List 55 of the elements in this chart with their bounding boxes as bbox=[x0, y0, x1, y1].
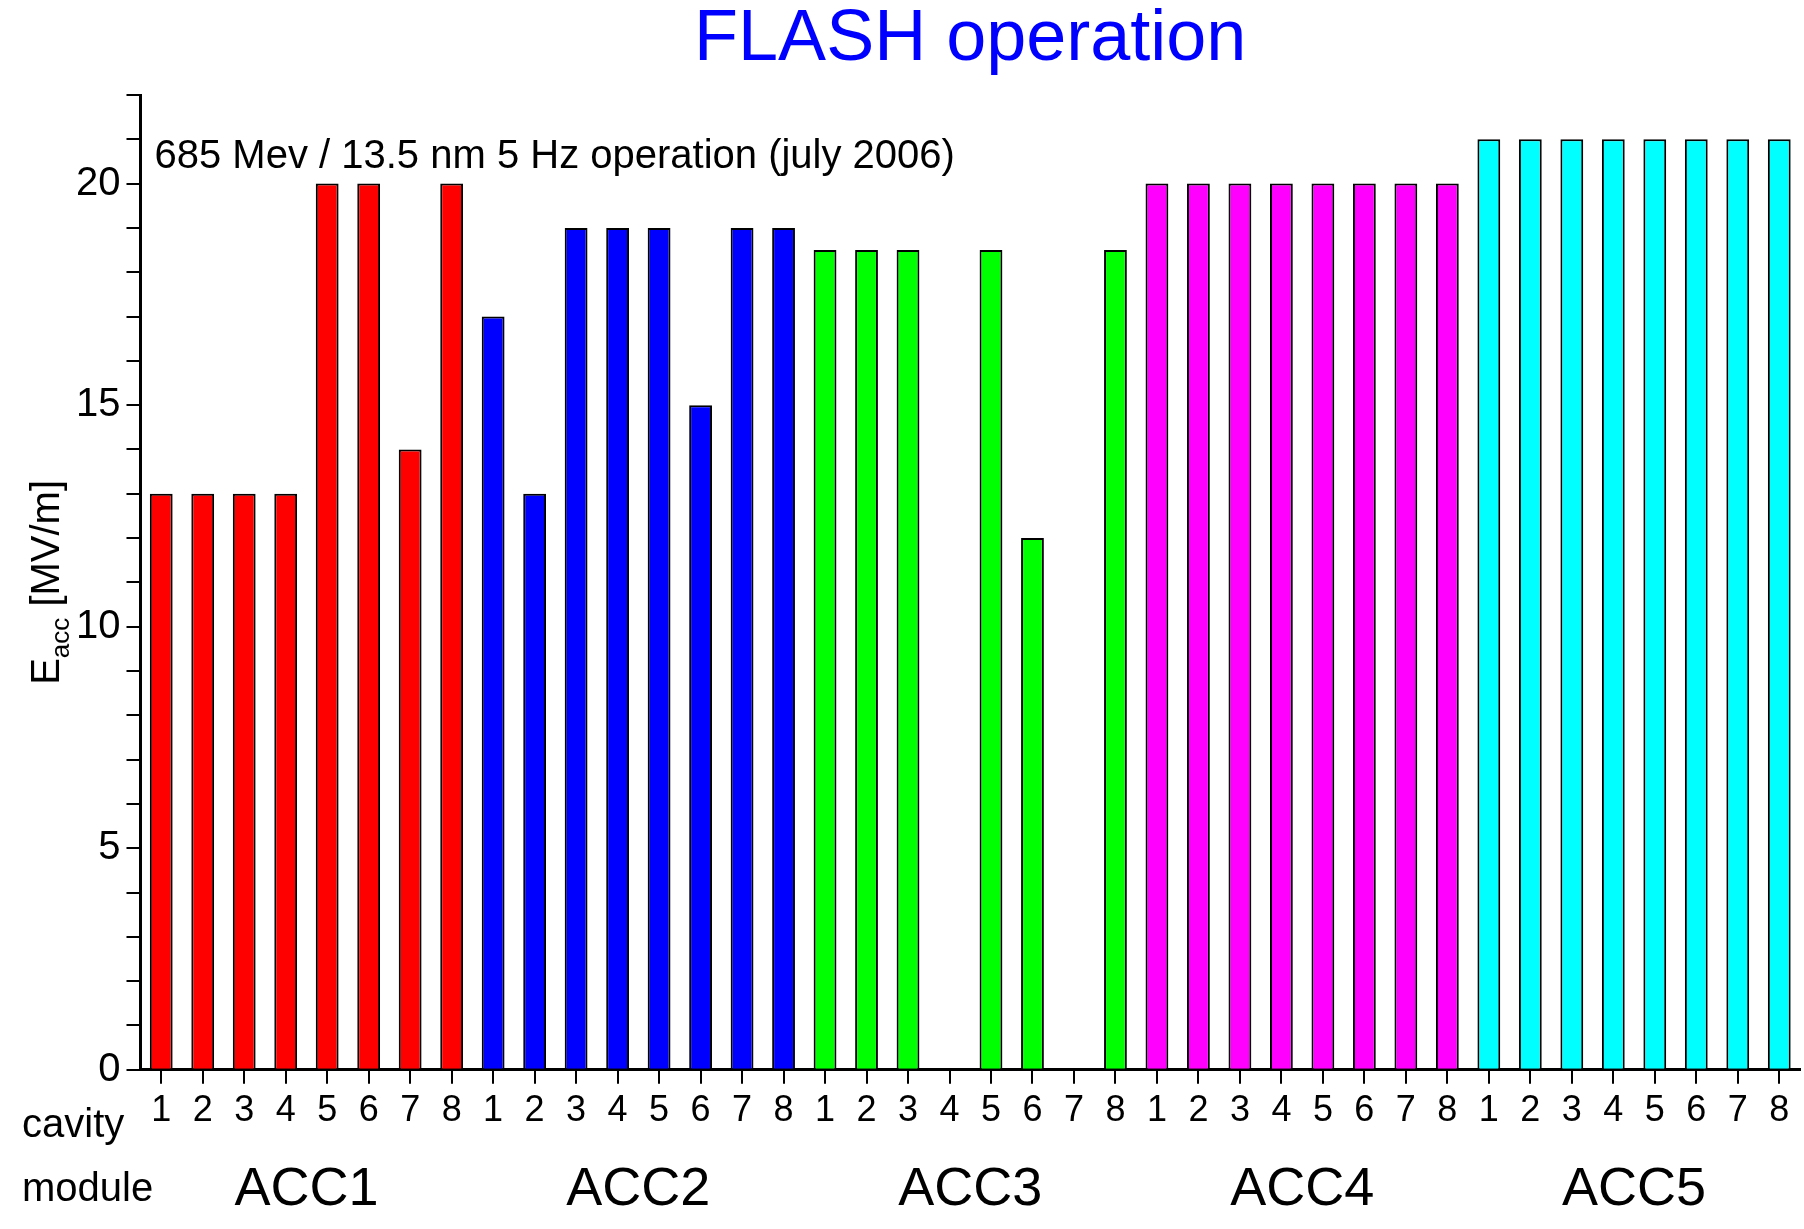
x-tick-label: 5 bbox=[317, 1088, 338, 1130]
y-tick-label: 15 bbox=[75, 380, 121, 425]
x-tick-label: 6 bbox=[358, 1088, 379, 1130]
x-tick-label: 5 bbox=[1644, 1088, 1665, 1130]
x-tick-label: 5 bbox=[980, 1088, 1002, 1130]
y-tick-label: 10 bbox=[75, 601, 121, 646]
text: ACC1 bbox=[234, 1155, 379, 1216]
x-tick-label: 1 bbox=[1478, 1088, 1499, 1130]
x-tick-label: 3 bbox=[898, 1088, 919, 1130]
x-tick-label: 7 bbox=[732, 1088, 753, 1130]
x-tick-label: 5 bbox=[1312, 1088, 1333, 1130]
y-tick-label: 20 bbox=[75, 158, 121, 203]
text: cavity bbox=[22, 1100, 125, 1145]
chart-title: FLASH operation bbox=[694, 0, 1247, 75]
x-tick-label: 6 bbox=[1686, 1088, 1707, 1130]
annotation: 685 Mev / 13.5 nm 5 Hz operation (july 2006) bbox=[154, 132, 955, 177]
x-tick-label: 6 bbox=[1022, 1088, 1043, 1130]
x-tick-label: 2 bbox=[1188, 1088, 1209, 1130]
x-tick-label: 7 bbox=[1727, 1088, 1748, 1130]
x-tick-label: 3 bbox=[566, 1088, 587, 1130]
x-tick-label: 3 bbox=[1229, 1088, 1250, 1130]
x-tick-label: 8 bbox=[1769, 1088, 1790, 1130]
x-tick-label: 2 bbox=[524, 1088, 545, 1130]
x-tick-label: 4 bbox=[607, 1088, 628, 1130]
x-tick-label: 1 bbox=[815, 1088, 836, 1130]
y-tick-label: 5 bbox=[98, 823, 121, 868]
x-tick-label: 2 bbox=[856, 1088, 877, 1130]
x-tick-label: 7 bbox=[400, 1088, 421, 1130]
x-tick-label: 4 bbox=[1603, 1088, 1624, 1130]
x-tick-label: 2 bbox=[1520, 1088, 1541, 1130]
x-tick-label: 8 bbox=[1105, 1088, 1126, 1130]
text: ACC5 bbox=[1562, 1155, 1707, 1216]
x-tick-label: 7 bbox=[1063, 1088, 1084, 1130]
x-tick-label: 3 bbox=[234, 1088, 255, 1130]
x-tick-label: 1 bbox=[151, 1088, 172, 1130]
text: ACC4 bbox=[1230, 1155, 1375, 1216]
x-tick-label: 8 bbox=[1437, 1088, 1458, 1130]
x-tick-label: 6 bbox=[690, 1088, 711, 1130]
text: module bbox=[22, 1164, 154, 1209]
x-tick-label: 5 bbox=[649, 1088, 670, 1130]
x-tick-label: 8 bbox=[441, 1088, 462, 1130]
y-axis-title: Eacc [MV/m] bbox=[23, 479, 76, 685]
x-tick-label: 4 bbox=[939, 1088, 960, 1130]
y-tick-label: 0 bbox=[98, 1044, 121, 1089]
x-tick-label: 6 bbox=[1354, 1088, 1375, 1130]
x-tick-label: 4 bbox=[1271, 1088, 1292, 1130]
text: ACC2 bbox=[566, 1155, 711, 1216]
x-tick-label: 2 bbox=[192, 1088, 213, 1130]
x-tick-label: 4 bbox=[275, 1088, 296, 1130]
x-tick-label: 3 bbox=[1561, 1088, 1582, 1130]
text: ACC3 bbox=[898, 1155, 1043, 1216]
x-tick-label: 1 bbox=[1146, 1088, 1167, 1130]
x-tick-label: 8 bbox=[773, 1088, 794, 1130]
x-tick-label: 7 bbox=[1395, 1088, 1416, 1130]
x-tick-label: 1 bbox=[483, 1088, 504, 1130]
